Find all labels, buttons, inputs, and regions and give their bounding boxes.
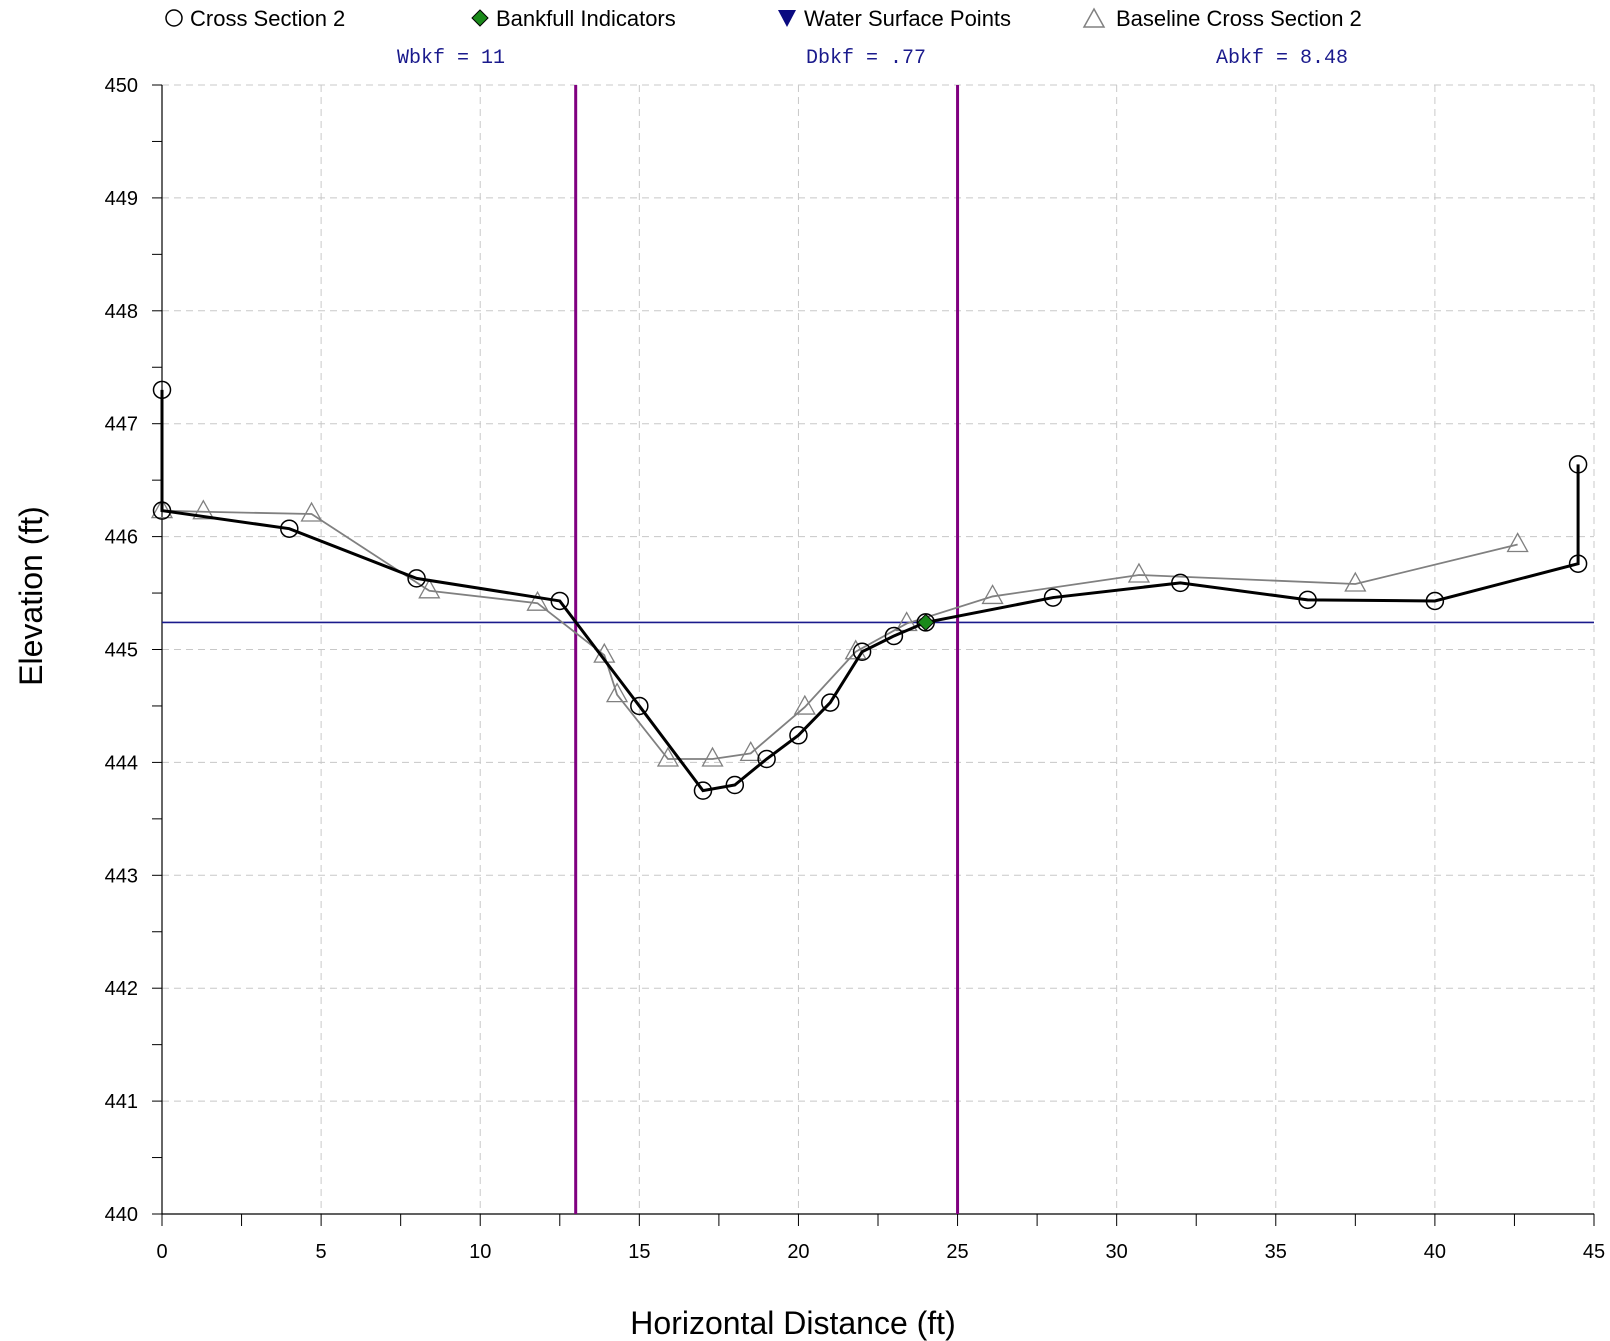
cross-section-point (152, 501, 172, 520)
cross-section-point (407, 569, 426, 588)
y-tick-label: 443 (105, 865, 138, 887)
legend-item-baseline-cross-section[interactable]: Baseline Cross Section 2 (1082, 6, 1362, 31)
cross-section-point (821, 693, 840, 712)
baseline-point (150, 498, 174, 519)
cross-section-point (1043, 588, 1063, 607)
x-axis-title: Horizontal Distance (ft) (630, 1305, 955, 1341)
baseline-point (526, 590, 549, 611)
legend-item-cross-section[interactable]: Cross Section 2 (165, 6, 345, 31)
bankfull-indicator-point (917, 613, 935, 632)
baseline-point (1344, 571, 1367, 592)
x-tick-label: 10 (469, 1241, 491, 1263)
cross-section-point (693, 781, 713, 800)
x-tick-label: 35 (1265, 1241, 1287, 1263)
data-series (150, 380, 1588, 800)
x-tick-label: 25 (946, 1241, 968, 1263)
legend-label: Bankfull Indicators (496, 6, 676, 31)
y-tick-label: 447 (105, 414, 138, 436)
y-tick-label: 449 (105, 188, 138, 210)
cross-section-point (1568, 455, 1588, 474)
baseline-point (418, 578, 441, 599)
y-axis-title: Elevation (ft) (13, 506, 49, 686)
x-tick-label: 5 (316, 1241, 327, 1263)
cross-section-point (757, 749, 776, 769)
filled-down-triangle-icon (778, 10, 796, 27)
legend-label: Baseline Cross Section 2 (1116, 6, 1362, 31)
x-tick-label: 20 (787, 1241, 809, 1263)
baseline-point (701, 746, 724, 767)
cross-section-point (1425, 591, 1445, 611)
cross-section-point (550, 591, 570, 611)
cross-section-point (884, 626, 904, 646)
y-tick-label: 450 (105, 75, 138, 97)
cross-section-point (280, 519, 299, 538)
open-circle-icon (165, 9, 183, 27)
y-tick-label: 448 (105, 301, 138, 323)
baseline-point (300, 501, 323, 522)
baseline-point (192, 499, 215, 520)
baseline-point (981, 584, 1004, 605)
y-tick-label: 442 (105, 978, 138, 1000)
cross-section-point (789, 726, 808, 745)
y-tick-label: 440 (105, 1204, 138, 1226)
baseline-series-line (161, 509, 1518, 760)
baseline-point (1127, 562, 1151, 583)
x-tick-label: 30 (1106, 1241, 1128, 1263)
cross-section-point (852, 642, 872, 662)
baseline-point (793, 694, 816, 715)
abkf-stat: Abkf = 8.48 (1216, 47, 1348, 70)
baseline-point (605, 682, 629, 703)
x-tick-label: 45 (1583, 1241, 1605, 1263)
cross-section-series-line (160, 389, 1580, 793)
baseline-point (739, 741, 762, 762)
dbkf-stat: Dbkf = .77 (806, 47, 926, 70)
y-tick-label: 441 (105, 1091, 138, 1113)
legend-label: Water Surface Points (804, 6, 1011, 31)
cross-section-point (152, 380, 172, 400)
wbkf-stat: Wbkf = 11 (397, 47, 505, 70)
open-triangle-icon (1082, 7, 1106, 28)
stats-annotations: Wbkf = 11 Dbkf = .77 Abkf = 8.48 (397, 47, 1348, 70)
legend-label: Cross Section 2 (190, 6, 345, 31)
y-tick-label: 444 (105, 752, 138, 774)
baseline-point (656, 746, 680, 767)
legend-item-bankfull-indicators[interactable]: Bankfull Indicators (471, 6, 676, 31)
x-tick-label: 15 (628, 1241, 650, 1263)
cross-section-point (1568, 554, 1588, 573)
reference-lines (162, 85, 1594, 1214)
axes: 0 5 10 15 20 25 30 35 40 45 440 441 442 443 444 445 446 4… (105, 75, 1606, 1263)
y-tick-label: 446 (105, 527, 138, 549)
baseline-point (844, 639, 867, 660)
filled-diamond-icon (471, 9, 489, 27)
x-tick-label: 0 (156, 1241, 167, 1263)
y-tick-label: 445 (105, 640, 138, 662)
cross-section-point (1298, 590, 1317, 610)
gridlines (162, 84, 1595, 1214)
legend-item-water-surface-points[interactable]: Water Surface Points (778, 6, 1011, 31)
cross-section-point (1171, 573, 1190, 593)
cross-section-point (725, 775, 745, 795)
baseline-point (1506, 532, 1529, 553)
cross-section-point (630, 696, 649, 716)
x-tick-label: 40 (1424, 1241, 1446, 1263)
legend: Cross Section 2 Bankfull Indicators Wate… (165, 6, 1362, 31)
